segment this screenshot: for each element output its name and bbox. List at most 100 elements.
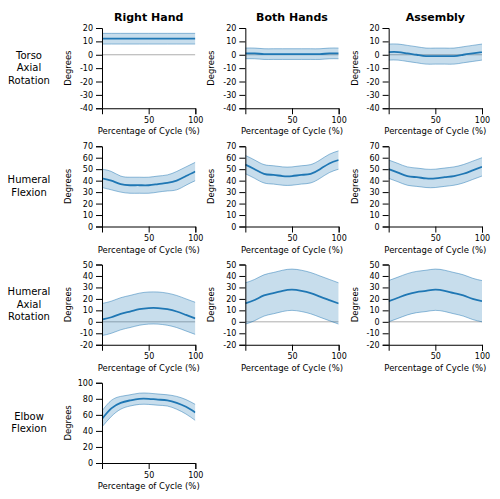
y-axis-title: Degrees [350, 50, 360, 86]
x-tick-label: 100 [475, 116, 490, 125]
y-tick: -10 [223, 329, 245, 338]
row-label-line: Flexion [11, 423, 47, 434]
plot-area [102, 162, 195, 193]
y-tick-mark [239, 28, 245, 29]
y-tick-mark [239, 181, 245, 182]
y-tick: 40 [226, 272, 245, 281]
y-tick-mark [96, 463, 102, 464]
x-axis-title: Percentage of Cycle (%) [241, 126, 343, 136]
y-tick-label: 10 [369, 306, 379, 315]
y-tick-label: -10 [367, 64, 380, 73]
y-tick-mark [96, 204, 102, 205]
plot-area [102, 393, 195, 427]
y-tick-label: 10 [83, 306, 93, 315]
y-tick-mark [239, 345, 245, 346]
y-tick-label: 0 [231, 318, 236, 327]
y-tick: 50 [369, 261, 388, 270]
y-tick-label: 10 [226, 306, 236, 315]
y-tick-mark [96, 227, 102, 228]
y-tick-mark [96, 169, 102, 170]
y-tick-label: 40 [83, 177, 93, 186]
y-tick-mark [239, 227, 245, 228]
panel: 50100-20-1001020304050Percentage of Cycl… [206, 261, 346, 373]
y-tick-mark [383, 299, 389, 300]
x-tick-label: 100 [188, 116, 203, 125]
y-tick-label: 50 [83, 261, 93, 270]
std-band [102, 292, 195, 336]
x-tick: 100 [332, 345, 347, 362]
x-tick-mark [435, 345, 436, 351]
mean-line [245, 290, 338, 304]
y-tick-label: 30 [226, 283, 236, 292]
y-tick: 30 [369, 283, 388, 292]
x-tick-mark [292, 227, 293, 233]
x-axis: 50100 [103, 345, 204, 362]
x-tick-mark [482, 345, 483, 351]
x-tick: 50 [144, 227, 154, 244]
y-tick-mark [96, 415, 102, 416]
y-tick: 40 [83, 427, 102, 436]
y-tick: 0 [88, 459, 102, 468]
y-tick-label: 30 [83, 283, 93, 292]
panel: 50100010203040506070Percentage of Cycle … [63, 142, 203, 254]
std-band [389, 44, 482, 64]
y-axis-line [96, 383, 103, 463]
y-tick-label: 20 [83, 24, 93, 33]
y-tick-label: 10 [369, 211, 379, 220]
std-band [245, 269, 338, 324]
y-tick-label: 50 [226, 165, 236, 174]
y-tick: 40 [369, 177, 388, 186]
x-axis: 50100 [246, 108, 347, 125]
y-tick: 0 [375, 318, 389, 327]
x-axis-line [246, 345, 339, 351]
y-tick-mark [96, 28, 102, 29]
y-tick-mark [239, 146, 245, 147]
band-upper [389, 44, 482, 48]
y-tick-mark [383, 181, 389, 182]
y-tick: 10 [226, 37, 245, 46]
y-tick-label: 60 [83, 411, 93, 420]
plot-area [245, 151, 338, 186]
row-label-line: Flexion [11, 187, 47, 198]
y-tick: 10 [83, 306, 102, 315]
y-axis-line [239, 265, 246, 345]
row-label: HumeralFlexion [8, 174, 51, 198]
y-tick: 0 [375, 223, 389, 232]
x-axis-line [246, 109, 339, 115]
y-tick-label: 80 [83, 395, 93, 404]
mean-line [389, 167, 482, 179]
y-tick-mark [96, 322, 102, 323]
x-tick-label: 100 [332, 234, 347, 243]
y-tick: -20 [223, 78, 245, 87]
x-tick-mark [482, 227, 483, 233]
mean-line [102, 399, 195, 419]
y-tick: 60 [83, 154, 102, 163]
band-upper [245, 269, 338, 283]
band-lower [102, 324, 195, 336]
y-tick-mark [96, 146, 102, 147]
y-tick-label: 20 [369, 24, 379, 33]
y-tick: -30 [367, 91, 389, 100]
y-tick: 80 [83, 395, 102, 404]
y-tick-label: 30 [369, 283, 379, 292]
std-band [245, 151, 338, 186]
mean-line [245, 160, 338, 176]
y-tick: 40 [369, 272, 388, 281]
y-tick-label: 30 [369, 188, 379, 197]
panel: 50100-20-1001020304050Percentage of Cycl… [63, 261, 203, 373]
y-tick: 0 [88, 51, 102, 60]
x-axis: 50100 [103, 463, 204, 480]
x-tick-label: 100 [475, 352, 490, 361]
y-tick: 70 [226, 142, 245, 151]
y-tick: 30 [226, 283, 245, 292]
y-axis-line [383, 265, 390, 345]
band-upper [389, 158, 482, 170]
y-tick: 30 [226, 188, 245, 197]
figure: 50100-40-30-20-1001020Percentage of Cycl… [0, 0, 500, 499]
x-axis-title: Percentage of Cycle (%) [241, 245, 343, 255]
y-tick-mark [383, 82, 389, 83]
x-tick-mark [292, 345, 293, 351]
y-tick-label: -10 [80, 329, 93, 338]
mean-line [102, 308, 195, 320]
x-axis: 50100 [246, 227, 347, 244]
